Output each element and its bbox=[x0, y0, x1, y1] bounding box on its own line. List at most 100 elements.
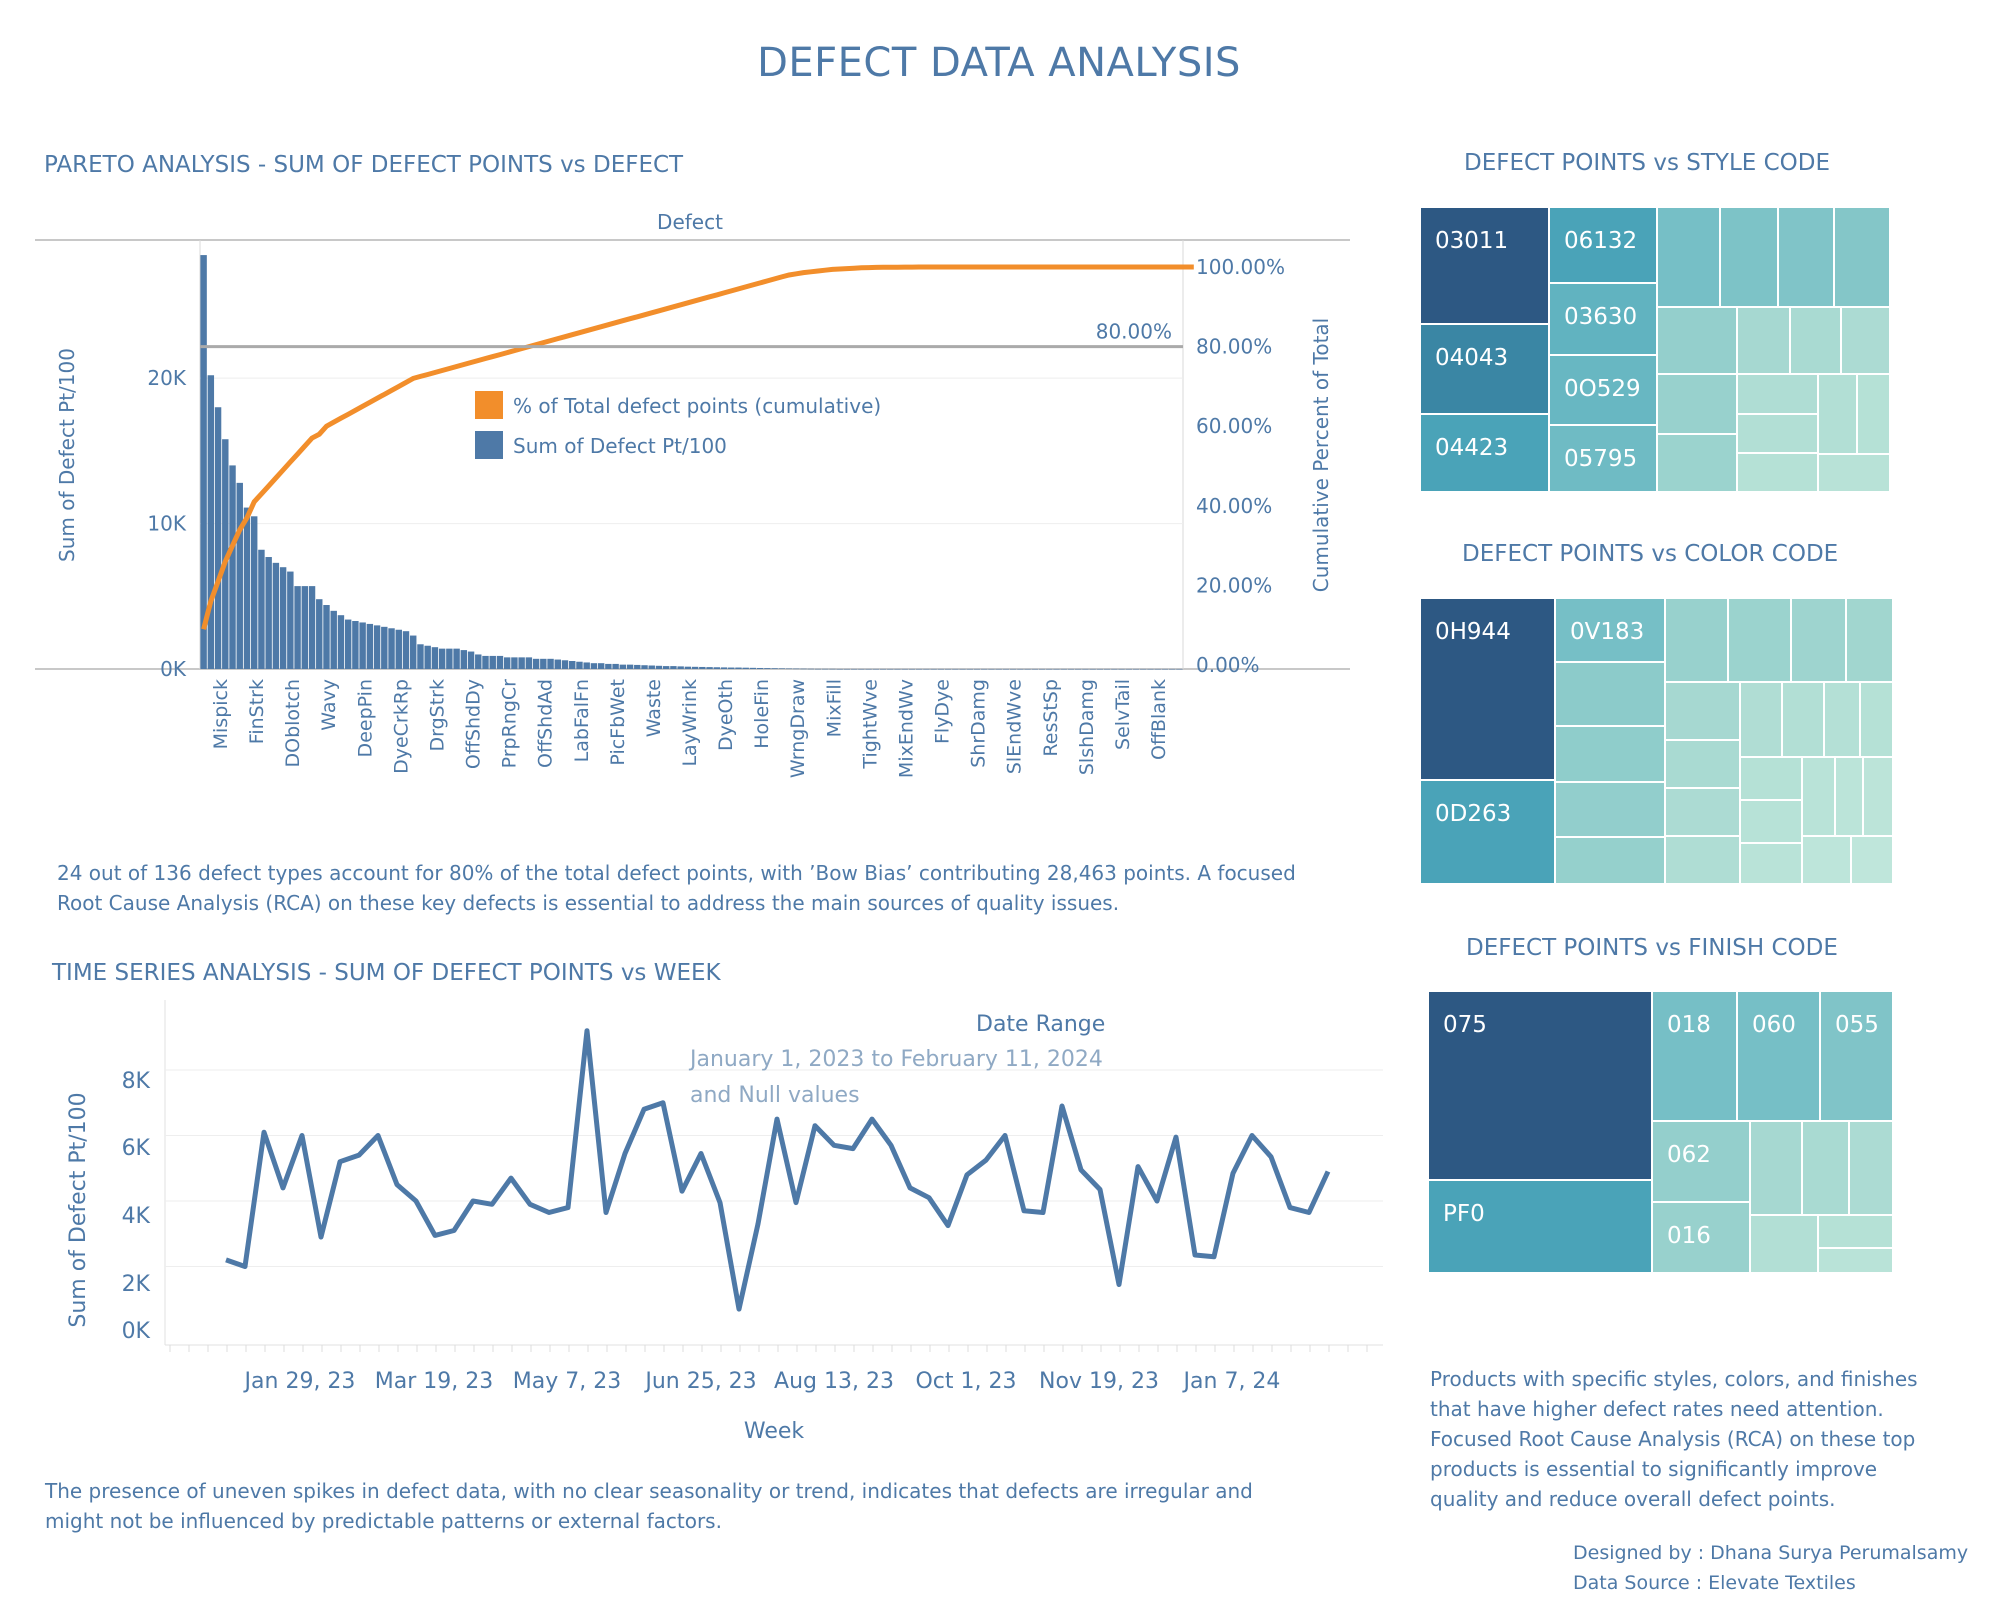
treemap-cell[interactable] bbox=[1665, 740, 1740, 788]
treemap-cell[interactable]: 0H944 bbox=[1420, 598, 1555, 780]
treemap-cell[interactable] bbox=[1860, 682, 1893, 757]
summary-note: Products with specific styles, colors, a… bbox=[1430, 1367, 1918, 1511]
pareto-bar bbox=[1024, 668, 1031, 670]
treemap-cell[interactable] bbox=[1555, 782, 1665, 837]
treemap-cell[interactable] bbox=[1665, 682, 1740, 740]
treemap-cell[interactable] bbox=[1790, 307, 1841, 374]
treemap-cell[interactable]: PF0 bbox=[1428, 1180, 1652, 1273]
credit-designer: Designed by : Dhana Surya Perumalsamy bbox=[1573, 1542, 1969, 1564]
treemap-cell[interactable] bbox=[1818, 454, 1890, 492]
pareto-bar bbox=[612, 663, 619, 669]
treemap-cell[interactable] bbox=[1555, 837, 1665, 884]
date-range-null: and Null values bbox=[690, 1083, 860, 1108]
treemap-cell[interactable] bbox=[1802, 1121, 1849, 1215]
treemap-cell[interactable] bbox=[1555, 662, 1665, 726]
pareto-bar bbox=[908, 668, 916, 670]
treemap-cell[interactable] bbox=[1834, 207, 1890, 307]
treemap-cell[interactable] bbox=[1851, 836, 1893, 884]
treemap-cell[interactable]: 055 bbox=[1820, 991, 1893, 1121]
pareto-bar bbox=[728, 667, 735, 669]
x-tick-label: DOblotch bbox=[282, 679, 304, 768]
treemap-cell[interactable]: 05795 bbox=[1549, 425, 1657, 492]
pareto-bar bbox=[532, 658, 540, 669]
treemap-cell[interactable] bbox=[1720, 207, 1778, 307]
x-tick-label: Nov 19, 23 bbox=[1039, 1369, 1159, 1394]
pareto-bar bbox=[424, 645, 431, 669]
treemap-cell[interactable] bbox=[1750, 1215, 1818, 1273]
treemap-cell[interactable]: 0D263 bbox=[1420, 780, 1555, 884]
treemap-cell[interactable]: 04043 bbox=[1420, 324, 1549, 414]
color-treemap: 0H944 0D263 0V183 bbox=[1420, 598, 1893, 884]
treemap-cell[interactable]: 060 bbox=[1737, 991, 1820, 1121]
treemap-cell[interactable]: 018 bbox=[1652, 991, 1737, 1121]
treemap-cell[interactable] bbox=[1824, 682, 1860, 757]
pareto-bar bbox=[1082, 668, 1089, 670]
pareto-bar bbox=[359, 622, 366, 669]
x-tick-label: LabFalFn bbox=[571, 679, 593, 762]
treemap-cell[interactable] bbox=[1782, 682, 1824, 757]
treemap-cell[interactable] bbox=[1665, 598, 1728, 682]
treemap-cell[interactable] bbox=[1778, 207, 1834, 307]
x-tick-label: DeepPin bbox=[354, 679, 376, 757]
treemap-cell[interactable] bbox=[1555, 726, 1665, 782]
treemap-cell[interactable] bbox=[1657, 434, 1737, 492]
treemap-cell[interactable] bbox=[1737, 453, 1818, 492]
treemap-cell[interactable] bbox=[1737, 414, 1818, 453]
style-treemap: 03011 04043 04423 06132 03630 0O529 0579… bbox=[1420, 207, 1890, 492]
treemap-cell[interactable] bbox=[1818, 1248, 1893, 1273]
treemap-cell[interactable]: 0O529 bbox=[1549, 355, 1657, 425]
treemap-cell[interactable]: 03011 bbox=[1420, 207, 1549, 324]
treemap-cell[interactable] bbox=[1802, 836, 1851, 884]
treemap-cell[interactable] bbox=[1728, 598, 1791, 682]
treemap-cell[interactable] bbox=[1665, 836, 1740, 884]
y-tick-label: 8K bbox=[122, 1069, 151, 1094]
pareto-bar bbox=[1125, 668, 1133, 670]
treemap-cell[interactable] bbox=[1846, 598, 1893, 682]
pareto-bar bbox=[352, 621, 359, 669]
treemap-cell[interactable]: 016 bbox=[1652, 1202, 1750, 1273]
pareto-bar bbox=[554, 659, 561, 669]
pareto-bar bbox=[1132, 668, 1140, 670]
treemap-cell[interactable] bbox=[1737, 307, 1790, 374]
x-tick-label: DyeOth bbox=[715, 679, 737, 751]
treemap-cell[interactable]: 075 bbox=[1428, 991, 1652, 1180]
pareto-bar bbox=[446, 648, 453, 669]
pareto-bar bbox=[1140, 668, 1147, 670]
treemap-cell[interactable] bbox=[1740, 843, 1802, 884]
treemap-cell[interactable] bbox=[1863, 757, 1893, 836]
pareto-bar bbox=[778, 668, 786, 669]
treemap-cell[interactable] bbox=[1750, 1121, 1802, 1215]
treemap-cell[interactable] bbox=[1740, 800, 1802, 843]
pareto-bar bbox=[323, 605, 330, 669]
pareto-bar bbox=[930, 668, 937, 670]
pareto-bar bbox=[901, 668, 908, 670]
pareto-bar bbox=[865, 668, 872, 670]
treemap-cell[interactable]: 03630 bbox=[1549, 283, 1657, 355]
treemap-cell[interactable]: 0V183 bbox=[1555, 598, 1665, 662]
pareto-bar bbox=[1168, 668, 1176, 670]
x-tick-label: FlyDye bbox=[932, 679, 954, 744]
treemap-cell[interactable] bbox=[1740, 682, 1782, 757]
pareto-bar bbox=[1017, 668, 1024, 670]
treemap-cell[interactable] bbox=[1802, 757, 1835, 836]
treemap-cell[interactable] bbox=[1818, 1215, 1893, 1248]
reference-line-label: 80.00% bbox=[1096, 320, 1172, 344]
treemap-cell[interactable] bbox=[1657, 307, 1737, 374]
treemap-cell[interactable]: 06132 bbox=[1549, 207, 1657, 283]
treemap-cell[interactable]: 04423 bbox=[1420, 414, 1549, 492]
pareto-bar bbox=[771, 668, 778, 669]
treemap-cell[interactable] bbox=[1740, 757, 1802, 800]
treemap-cell[interactable] bbox=[1657, 207, 1720, 307]
treemap-cell[interactable] bbox=[1849, 1121, 1893, 1215]
treemap-cell[interactable] bbox=[1835, 757, 1863, 836]
treemap-cell[interactable] bbox=[1818, 374, 1857, 454]
treemap-cell[interactable] bbox=[1737, 374, 1818, 414]
treemap-cell[interactable] bbox=[1657, 374, 1737, 434]
treemap-cell[interactable] bbox=[1857, 374, 1890, 454]
pareto-bar bbox=[272, 562, 280, 669]
treemap-cell[interactable] bbox=[1791, 598, 1846, 682]
treemap-cell[interactable] bbox=[1841, 307, 1890, 374]
treemap-cell[interactable] bbox=[1665, 788, 1740, 836]
treemap-cell[interactable]: 062 bbox=[1652, 1121, 1750, 1202]
y2-tick-label: 0.00% bbox=[1196, 653, 1260, 677]
